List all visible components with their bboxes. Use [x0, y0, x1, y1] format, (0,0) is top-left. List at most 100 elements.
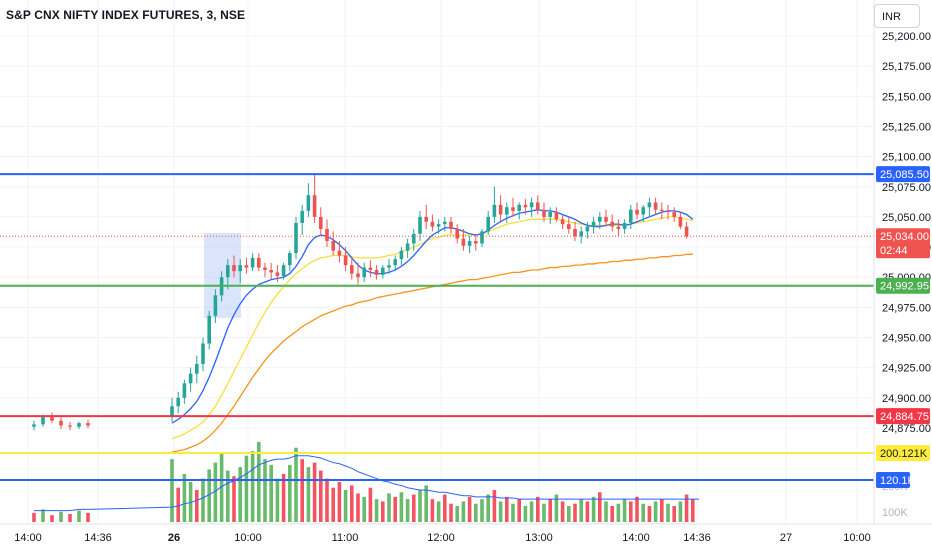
volume-bar [430, 499, 435, 522]
candle-body [226, 265, 230, 278]
selection-highlight[interactable] [204, 233, 241, 318]
candle [641, 204, 645, 222]
candle [660, 202, 664, 220]
candle-body [170, 406, 174, 416]
candle-body [467, 241, 472, 246]
candle-body [672, 212, 676, 217]
candle-body [455, 228, 459, 239]
candle [275, 265, 280, 283]
price-level-label: 24,992.95 [880, 281, 929, 293]
candle-body [331, 241, 335, 251]
candle [548, 207, 552, 225]
volume-bar [554, 494, 559, 522]
candle-body [678, 216, 683, 227]
candle-body [635, 209, 639, 215]
price-tick-label: 24,875.00 [882, 423, 931, 435]
volume-bar [529, 501, 534, 522]
candle-body [77, 423, 81, 427]
volume-bar [672, 506, 676, 522]
candle [32, 420, 36, 431]
last-price-label: 25,034.00 [880, 231, 929, 243]
candle-body [350, 265, 354, 274]
volume-bar [443, 494, 447, 522]
candle [213, 289, 218, 324]
volume-bar [59, 511, 63, 522]
price-level-tag [876, 277, 930, 294]
candle-body [542, 209, 546, 217]
candle-body [269, 269, 273, 273]
volume-bar [436, 501, 441, 522]
countdown-label: 02:44 [880, 245, 908, 257]
time-tick-label: 13:00 [525, 532, 553, 544]
candle [480, 228, 484, 248]
price-tick-label: 24,900.00 [882, 393, 931, 405]
time-tick-label: 12:00 [427, 532, 455, 544]
candle [86, 419, 90, 428]
candle-body [41, 417, 45, 425]
candle-body [387, 265, 391, 268]
volume-bar [201, 478, 205, 522]
candle-body [443, 221, 447, 225]
currency-button[interactable]: INR [874, 4, 920, 28]
candle-body [362, 267, 366, 278]
volume-bar [362, 496, 366, 522]
candle-body [393, 259, 397, 266]
chart-title[interactable]: S&P CNX NIFTY INDEX FUTURES, 3, NSE [6, 8, 246, 22]
volume-bar [325, 478, 329, 522]
candle-body [325, 228, 329, 242]
candle-body [424, 216, 428, 222]
horizontal-levels[interactable] [0, 173, 874, 481]
candle [294, 216, 298, 260]
candle-body [368, 267, 373, 270]
volume-bar [32, 512, 36, 522]
volume-level-label: 120.1K [880, 475, 916, 487]
candle [455, 224, 459, 244]
candle-body [275, 272, 280, 276]
candle-body [337, 250, 342, 256]
volume-bar [244, 455, 249, 522]
volume-bar [591, 496, 596, 522]
candle [387, 259, 391, 274]
candle [195, 355, 199, 384]
candle [560, 214, 565, 229]
volume-bar [461, 501, 466, 522]
candle [405, 238, 410, 258]
candle-body [244, 265, 249, 268]
volume-bar [86, 512, 90, 522]
volume-bar [635, 496, 639, 522]
candle-body [647, 202, 652, 208]
volume-bar [412, 494, 416, 522]
volume-bar [523, 506, 528, 522]
price-tick-label: 25,100.00 [882, 152, 931, 164]
candle-body [32, 424, 36, 427]
candle-body [629, 209, 633, 223]
time-tick-label: 11:00 [332, 532, 359, 544]
candle-body [486, 216, 490, 232]
candle-body [250, 257, 255, 268]
candle-body [405, 243, 410, 251]
volume-bar [275, 478, 280, 522]
volume-bar [604, 501, 608, 522]
candle [312, 174, 317, 223]
candle [300, 204, 304, 235]
volume-bar [455, 506, 459, 522]
time-tick-label: 10:00 [234, 532, 262, 544]
time-axis[interactable]: 14:00 14:36 26 10:00 11:00 12:00 13:00 14:00 14:… [14, 532, 871, 544]
candles [32, 174, 689, 431]
volume-bar [176, 487, 180, 522]
volume-bar [666, 503, 670, 522]
price-axis[interactable] [874, 0, 932, 524]
volume-bar [573, 503, 577, 522]
candle [511, 197, 515, 217]
last-price-tag [876, 228, 930, 259]
volume-bar [306, 467, 311, 522]
volume-ma-line [34, 455, 699, 512]
volume-bar [319, 470, 323, 522]
candle [77, 421, 81, 430]
time-tick-label: 14:00 [622, 532, 650, 544]
candle-body [418, 216, 422, 234]
volume-bar [660, 499, 664, 522]
candle [616, 219, 621, 237]
